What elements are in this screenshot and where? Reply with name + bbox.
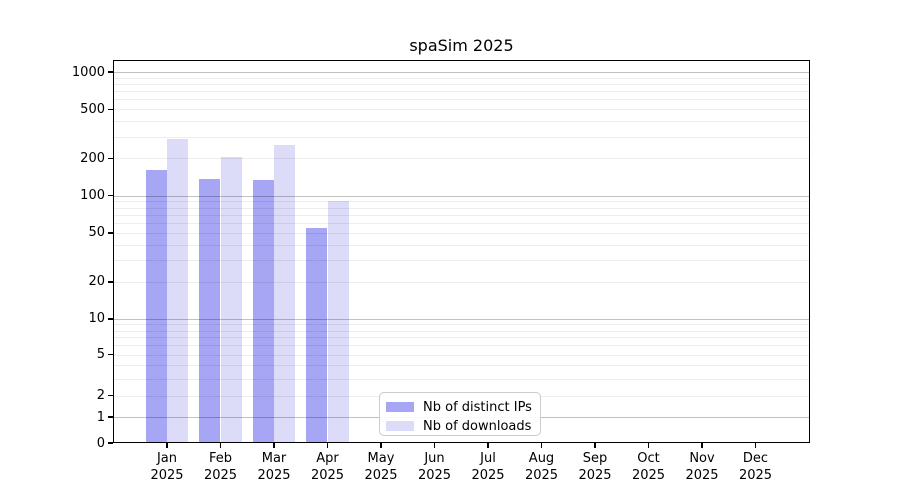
gridline-minor: [113, 207, 810, 209]
x-tick-mark: [166, 443, 168, 448]
x-tick-mark: [380, 443, 382, 448]
x-tick-label: Mar 2025: [257, 451, 291, 483]
y-tick-mark: [108, 416, 113, 418]
y-tick-mark: [108, 442, 113, 444]
x-tick-label: Dec 2025: [738, 451, 773, 483]
x-tick-mark: [273, 443, 275, 448]
y-tick-label: 50: [88, 225, 105, 241]
bar-distinct-ips: [306, 227, 328, 443]
legend-label-downloads: Nb of downloads: [423, 418, 532, 434]
y-tick-label: 2: [96, 388, 105, 404]
bar-downloads: [167, 139, 189, 443]
y-tick-mark: [108, 157, 113, 160]
y-tick-mark: [108, 71, 113, 73]
bar-distinct-ips: [199, 178, 221, 443]
gridline-minor: [113, 158, 810, 160]
gridline-minor: [113, 223, 810, 225]
y-tick-label: 100: [80, 188, 105, 204]
gridline-minor: [113, 281, 810, 283]
bar-downloads: [220, 157, 242, 443]
x-tick-label: Apr 2025: [310, 451, 345, 483]
gridline-minor: [113, 324, 810, 326]
gridline-minor: [113, 201, 810, 203]
x-tick-mark: [647, 443, 650, 448]
y-tick-label: 20: [88, 274, 105, 290]
x-tick-label: Nov 2025: [685, 451, 719, 483]
bar-distinct-ips: [252, 179, 274, 443]
gridline-minor: [113, 99, 810, 101]
gridline-minor: [113, 84, 810, 86]
bar-downloads: [274, 145, 296, 443]
y-tick-label: 1000: [71, 64, 105, 80]
gridline-minor: [113, 260, 810, 262]
y-tick-mark: [108, 394, 113, 397]
bar-downloads: [327, 201, 349, 443]
x-tick-label: Jun 2025: [417, 451, 452, 483]
x-tick-mark: [433, 443, 436, 448]
gridline-minor: [113, 365, 810, 367]
gridline-major: [113, 195, 810, 197]
grid-layer: [113, 60, 810, 443]
y-tick-mark: [108, 318, 113, 320]
x-tick-label: Jul 2025: [471, 451, 505, 483]
legend-label-distinct-ips: Nb of distinct IPs: [423, 399, 532, 415]
x-tick-label: Sep 2025: [578, 451, 612, 483]
y-tick-label: 200: [80, 150, 105, 166]
chart-title: spaSim 2025: [409, 36, 514, 55]
gridline-minor: [113, 244, 810, 246]
plot-area: [113, 60, 810, 443]
gridline-minor: [113, 136, 810, 138]
gridline-minor: [113, 121, 810, 123]
y-tick-label: 0: [96, 435, 105, 451]
y-tick-mark: [108, 108, 113, 111]
y-tick-mark: [108, 353, 113, 356]
x-tick-label: May 2025: [364, 451, 398, 483]
bars-layer: [113, 60, 810, 443]
y-tick-label: 5: [96, 347, 105, 363]
gridline-minor: [113, 214, 810, 216]
gridline-major: [113, 72, 810, 74]
gridline-minor: [113, 337, 810, 339]
gridline-minor: [113, 109, 810, 111]
y-tick-mark: [108, 281, 113, 283]
x-tick-mark: [594, 443, 596, 448]
y-tick-label: 10: [88, 311, 105, 327]
x-tick-mark: [487, 443, 489, 448]
y-tick-label: 500: [80, 101, 105, 117]
x-tick-label: Jan 2025: [150, 451, 184, 483]
legend-swatch-downloads-icon: [386, 421, 414, 431]
x-tick-label: Oct 2025: [631, 451, 666, 483]
legend: Nb of distinct IPs Nb of downloads: [379, 392, 541, 436]
x-tick-mark: [754, 443, 757, 448]
x-tick-mark: [326, 443, 329, 448]
x-tick-mark: [701, 443, 703, 448]
gridline-minor: [113, 91, 810, 93]
y-tick-mark: [108, 194, 113, 197]
gridline-minor: [113, 77, 810, 79]
x-tick-mark: [219, 443, 222, 448]
gridline-minor: [113, 345, 810, 347]
gridline-minor: [113, 330, 810, 332]
x-tick-label: Feb 2025: [203, 451, 238, 483]
x-tick-label: Aug 2025: [524, 451, 559, 483]
legend-entry-downloads: Nb of downloads: [386, 418, 532, 434]
y-tick-label: 1: [96, 409, 105, 425]
x-tick-mark: [540, 443, 543, 448]
gridline-minor: [113, 354, 810, 356]
gridline-minor: [113, 378, 810, 380]
y-tick-mark: [108, 232, 113, 234]
legend-swatch-distinct-ips-icon: [386, 402, 414, 412]
bar-distinct-ips: [145, 169, 167, 443]
legend-entry-distinct-ips: Nb of distinct IPs: [386, 399, 532, 415]
gridline-minor: [113, 232, 810, 234]
gridline-major: [113, 318, 810, 320]
